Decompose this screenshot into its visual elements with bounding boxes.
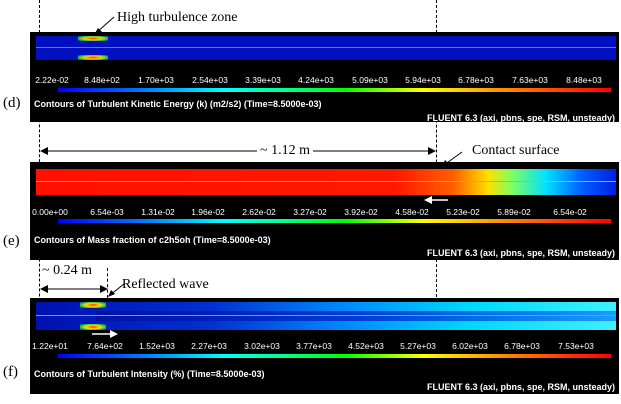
tick-label: 7.63e+03: [512, 75, 548, 85]
reflected-wave-label: Reflected wave: [122, 277, 209, 292]
intensity-hotspot-bottom: [80, 324, 106, 330]
tick-label: 6.54e-02: [553, 207, 587, 217]
solver-credit-d: FLUENT 6.3 (axi, pbns, spe, RSM, unstead…: [426, 113, 615, 123]
tick-label: 1.22e+01: [32, 341, 68, 351]
tick-label: 5.27e+03: [400, 341, 436, 351]
solver-credit-f: FLUENT 6.3 (axi, pbns, spe, RSM, unstead…: [426, 382, 615, 392]
tke-tube: [36, 36, 616, 60]
tick-label: 6.54e-03: [90, 207, 124, 217]
reflected-wave-arrow: [108, 283, 125, 297]
tick-row-d: 2.22e-02 8.48e+02 1.70e+03 2.54e+03 3.39…: [30, 75, 619, 87]
tick-label: 5.89e-02: [497, 207, 531, 217]
tick-label: 4.52e+03: [348, 341, 384, 351]
solver-credit-e: FLUENT 6.3 (axi, pbns, spe, RSM, unstead…: [426, 248, 615, 258]
panel-d-contour: 2.22e-02 8.48e+02 1.70e+03 2.54e+03 3.39…: [30, 32, 619, 123]
contour-title-f: Contours of Turbulent Intensity (%) (Tim…: [34, 369, 265, 379]
tick-label: 8.48e+03: [566, 75, 602, 85]
tke-hotspot-top: [78, 36, 108, 41]
tick-label: 2.27e+03: [191, 341, 227, 351]
tick-label: 6.78e+03: [504, 341, 540, 351]
intensity-hotspot-top: [80, 302, 106, 308]
tick-label: 0.00e+00: [32, 207, 68, 217]
tick-label: 3.77e+03: [296, 341, 332, 351]
contact-surface-label: Contact surface: [472, 143, 560, 158]
intensity-core: [96, 311, 616, 321]
panel-f-contour: 1.22e+01 7.64e+02 1.52e+03 2.27e+03 3.02…: [30, 298, 619, 394]
intensity-tube: [36, 302, 616, 330]
tick-label: 6.02e+03: [452, 341, 488, 351]
tick-label: 4.24e+03: [298, 75, 334, 85]
tke-hotspot-bottom: [78, 55, 108, 60]
tick-label: 6.78e+03: [458, 75, 494, 85]
tick-label: 3.39e+03: [245, 75, 281, 85]
tick-label: 7.53e+03: [558, 341, 594, 351]
tick-label: 2.54e+03: [192, 75, 228, 85]
guide-line-contact: [436, 0, 437, 302]
high-turbulence-label: High turbulence zone: [117, 10, 238, 25]
tick-label: 8.48e+02: [84, 75, 120, 85]
tick-label: 1.31e-02: [141, 207, 175, 217]
distance-label-1: ~ 1.12 m: [257, 143, 313, 159]
panel-label-e: (e): [3, 233, 20, 249]
reflected-direction-arrow: [92, 330, 118, 338]
tick-label: 7.64e+02: [87, 341, 123, 351]
guide-line-reflected: [107, 268, 108, 298]
tick-label: 4.58e-02: [395, 207, 429, 217]
panel-label-d: (d): [3, 95, 21, 111]
tick-label: 1.52e+03: [139, 341, 175, 351]
tick-label: 2.62e-02: [242, 207, 276, 217]
tick-label: 1.96e-02: [191, 207, 225, 217]
contour-title-e: Contours of Mass fraction of c2h5oh (Tim…: [34, 235, 271, 245]
tick-row-e: 0.00e+00 6.54e-03 1.31e-02 1.96e-02 2.62…: [30, 207, 619, 219]
tick-label: 1.70e+03: [138, 75, 174, 85]
contour-title-d: Contours of Turbulent Kinetic Energy (k)…: [34, 99, 322, 109]
tick-label: 3.92e-02: [344, 207, 378, 217]
tick-label: 3.27e-02: [293, 207, 327, 217]
tick-label: 3.02e+03: [244, 341, 280, 351]
colorbar-d: [58, 88, 611, 92]
tke-centerline: [36, 47, 616, 48]
tick-row-f: 1.22e+01 7.64e+02 1.52e+03 2.27e+03 3.02…: [30, 341, 619, 353]
tick-label: 2.22e-02: [35, 75, 69, 85]
tick-label: 5.23e-02: [446, 207, 480, 217]
tick-label: 5.94e+03: [405, 75, 441, 85]
panel-e-contour: 0.00e+00 6.54e-03 1.31e-02 1.96e-02 2.62…: [30, 162, 619, 260]
distance-arrow-2: [40, 285, 108, 293]
colorbar-e: [58, 219, 611, 223]
tick-label: 5.09e+03: [352, 75, 388, 85]
panel-label-f: (f): [3, 364, 18, 380]
intensity-centerline: [36, 315, 616, 316]
colorbar-f: [58, 354, 611, 358]
mass-fraction-tube: [36, 169, 616, 195]
distance-arrow-1: [40, 147, 436, 155]
distance-label-2: ~ 0.24 m: [42, 263, 92, 278]
mass-fraction-centerline: [36, 181, 616, 182]
contact-direction-arrow: [424, 196, 448, 204]
